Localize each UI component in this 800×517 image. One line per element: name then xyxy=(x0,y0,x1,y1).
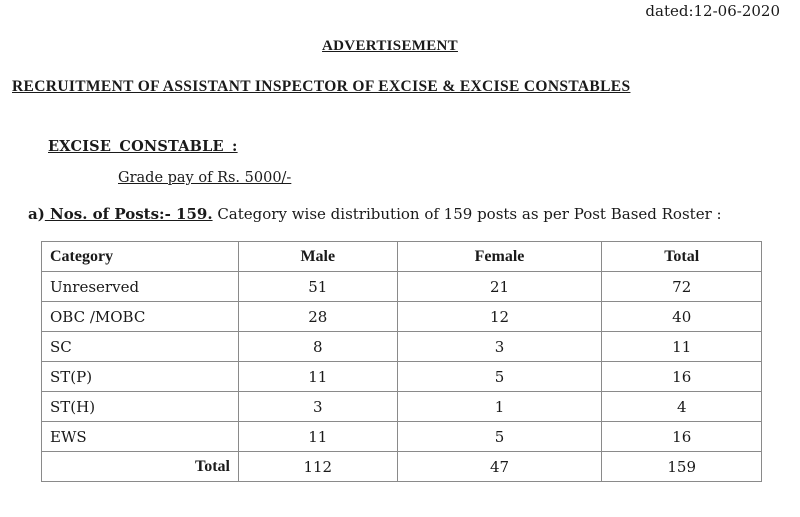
male-cell: 3 xyxy=(238,391,398,422)
grade-pay: Grade pay of Rs. 5000/- xyxy=(118,170,292,186)
date-line: dated:12-06-2020 xyxy=(645,2,780,20)
male-cell: 11 xyxy=(238,361,398,392)
female-cell: 5 xyxy=(396,361,603,392)
male-cell: 51 xyxy=(238,271,398,302)
total-cell: 16 xyxy=(601,361,762,392)
posts-distribution-table: Category Male Female Total Unreserved 51… xyxy=(41,241,762,482)
total-cell: 40 xyxy=(601,301,762,332)
female-cell: 3 xyxy=(396,331,603,362)
category-cell: Unreserved xyxy=(41,271,239,302)
section-heading: EXCISE CONSTABLE : xyxy=(48,138,238,155)
table-total-row: Total 112 47 159 xyxy=(41,451,762,482)
table-header-row: Category Male Female Total xyxy=(41,241,762,272)
total-cell: 72 xyxy=(601,271,762,302)
female-cell: 12 xyxy=(396,301,603,332)
category-cell: EWS xyxy=(41,421,239,452)
header-total: Total xyxy=(601,241,762,272)
posts-description: Category wise distribution of 159 posts … xyxy=(212,205,722,223)
female-cell: 5 xyxy=(396,421,603,452)
header-female: Female xyxy=(396,241,603,272)
category-cell: ST(P) xyxy=(41,361,239,392)
male-cell: 28 xyxy=(238,301,398,332)
table-row: Unreserved 51 21 72 xyxy=(41,271,762,302)
female-cell: 21 xyxy=(396,271,603,302)
female-cell: 1 xyxy=(396,391,603,422)
female-total: 47 xyxy=(396,451,603,482)
total-cell: 11 xyxy=(601,331,762,362)
grand-total: 159 xyxy=(601,451,762,482)
total-cell: 4 xyxy=(601,391,762,422)
posts-line: a) Nos. of Posts:- 159. Category wise di… xyxy=(28,205,722,223)
male-cell: 8 xyxy=(238,331,398,362)
total-cell: 16 xyxy=(601,421,762,452)
posts-count: Nos. of Posts:- 159. xyxy=(44,205,213,223)
total-label: Total xyxy=(41,451,239,482)
category-cell: OBC /MOBC xyxy=(41,301,239,332)
table-row: EWS 11 5 16 xyxy=(41,421,762,452)
table-row: ST(H) 3 1 4 xyxy=(41,391,762,422)
posts-prefix: a) xyxy=(28,205,45,223)
document-title: ADVERTISEMENT xyxy=(322,38,458,54)
table-row: OBC /MOBC 28 12 40 xyxy=(41,301,762,332)
male-cell: 11 xyxy=(238,421,398,452)
header-male: Male xyxy=(238,241,398,272)
male-total: 112 xyxy=(238,451,398,482)
table-row: SC 8 3 11 xyxy=(41,331,762,362)
category-cell: ST(H) xyxy=(41,391,239,422)
header-category: Category xyxy=(41,241,239,272)
category-cell: SC xyxy=(41,331,239,362)
recruitment-heading: RECRUITMENT OF ASSISTANT INSPECTOR OF EX… xyxy=(12,78,631,95)
table-row: ST(P) 11 5 16 xyxy=(41,361,762,392)
